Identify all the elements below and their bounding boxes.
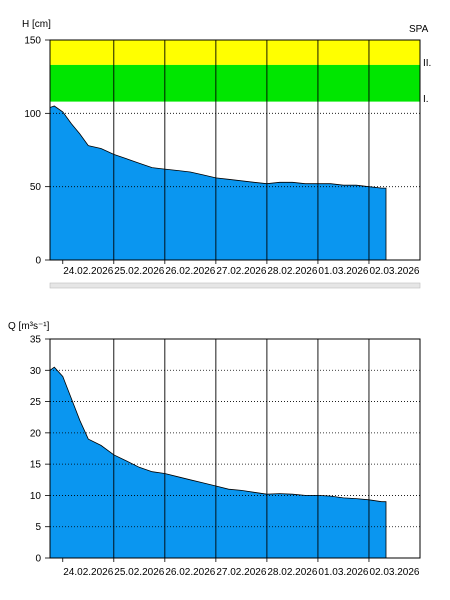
- x-tick-label: 25.02.2026: [114, 567, 164, 578]
- y-tick-label: 20: [30, 428, 42, 439]
- water-level-y-axis-title: H [cm]: [22, 19, 51, 30]
- x-tick-label: 02.03.2026: [369, 567, 419, 578]
- water-level-area: [49, 105, 387, 261]
- y-tick-label: 25: [30, 397, 42, 408]
- y-tick-label: 35: [30, 335, 42, 346]
- y-tick-label: 0: [35, 554, 41, 565]
- threshold-band-ii: [50, 40, 420, 65]
- y-tick-label: 50: [30, 182, 42, 193]
- y-tick-label: 15: [30, 460, 42, 471]
- water-level-plot-frame: [49, 39, 421, 261]
- x-tick-label: 24.02.2026: [63, 567, 113, 578]
- y-tick-label: 30: [30, 366, 42, 377]
- y-tick-label: 150: [24, 36, 41, 47]
- horizontal-scrollbar[interactable]: [49, 282, 421, 289]
- x-tick-label: 01.03.2026: [318, 266, 368, 277]
- x-tick-label: 25.02.2026: [114, 266, 164, 277]
- x-tick-label: 28.02.2026: [267, 266, 317, 277]
- discharge-chart: Q [m³s⁻¹] 0 5 10 15 20 25 30 35 24.02.2026 25.02.…: [8, 321, 421, 578]
- y-tick-label: 0: [35, 256, 41, 267]
- y-tick-label: 100: [24, 109, 41, 120]
- y-tick-label: 5: [35, 522, 41, 533]
- band-i-label: I.: [423, 94, 429, 105]
- x-tick-label: 24.02.2026: [63, 266, 113, 277]
- threshold-band-i: [50, 64, 420, 102]
- x-tick-label: 26.02.2026: [165, 567, 215, 578]
- x-tick-label: 01.03.2026: [318, 567, 368, 578]
- x-tick-label: 28.02.2026: [267, 567, 317, 578]
- y-tick-label: 10: [30, 491, 42, 502]
- x-tick-label: 02.03.2026: [369, 266, 419, 277]
- band-ii-label: II.: [423, 58, 431, 69]
- discharge-y-axis-title: Q [m³s⁻¹]: [8, 321, 50, 332]
- x-tick-label: 27.02.2026: [216, 567, 266, 578]
- water-level-chart: H [cm] II. I. 0 50 100 150 24.02.2026 25.02.2…: [22, 19, 431, 277]
- discharge-area: [49, 366, 387, 559]
- discharge-plot-frame: [49, 338, 421, 559]
- x-tick-label: 26.02.2026: [165, 266, 215, 277]
- station-code-label: SPA: [409, 24, 429, 35]
- x-tick-label: 27.02.2026: [216, 266, 266, 277]
